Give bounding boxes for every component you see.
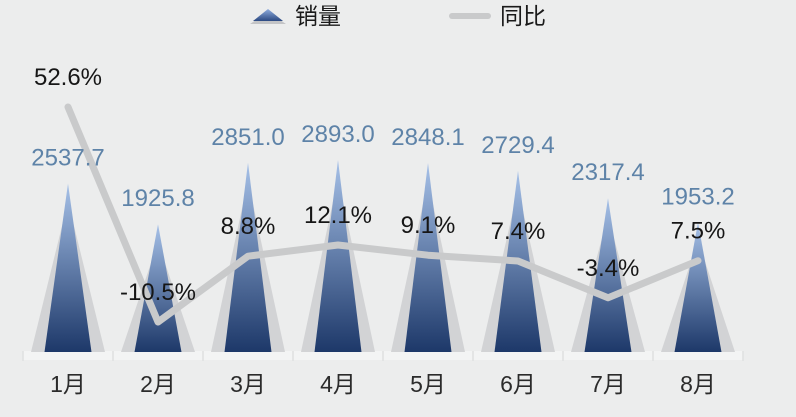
sales-triangle-icon	[250, 8, 286, 24]
x-axis-label: 3月	[230, 371, 266, 397]
sales-value-label: 1953.2	[661, 183, 734, 210]
sales-value-label: 2848.1	[391, 124, 464, 151]
sales-value-label: 1925.8	[121, 185, 194, 212]
sales-bar	[44, 183, 92, 352]
x-axis-label: 4月	[320, 371, 356, 397]
x-axis-label: 7月	[590, 371, 626, 397]
yoy-pct-label: 52.6%	[34, 64, 102, 91]
yoy-pct-label: 7.4%	[491, 218, 546, 245]
yoy-pct-label: 12.1%	[304, 202, 372, 229]
yoy-line-icon	[449, 13, 491, 19]
x-axis-label: 2月	[140, 371, 176, 397]
sales-value-label: 2729.4	[481, 132, 554, 159]
yoy-line	[64, 103, 702, 326]
sales-value-label: 2893.0	[301, 121, 374, 148]
yoy-pct-label: 7.5%	[671, 218, 726, 245]
sales-value-label: 2537.7	[31, 145, 104, 172]
legend-item-sales[interactable]: 销量	[250, 2, 341, 30]
sales-value-label: 2317.4	[571, 159, 644, 186]
sales-bar	[584, 198, 632, 352]
x-axis-label: 8月	[680, 371, 716, 397]
sales-bar	[674, 222, 722, 352]
sales-bar	[134, 224, 182, 352]
yoy-pct-label: 9.1%	[401, 212, 456, 239]
chart-legend: 销量 同比	[0, 1, 796, 31]
legend-label-sales: 销量	[295, 3, 341, 29]
legend-item-yoy[interactable]: 同比	[449, 2, 546, 30]
yoy-pct-label: -3.4%	[577, 255, 640, 282]
sales-value-label: 2851.0	[211, 124, 284, 151]
x-axis-label: 5月	[410, 371, 446, 397]
x-axis-label: 6月	[500, 371, 536, 397]
yoy-pct-label: 8.8%	[221, 213, 276, 240]
legend-label-yoy: 同比	[500, 3, 546, 29]
yoy-pct-label: -10.5%	[120, 279, 196, 306]
x-axis-label: 1月	[50, 371, 86, 397]
sales-bar	[314, 160, 362, 352]
